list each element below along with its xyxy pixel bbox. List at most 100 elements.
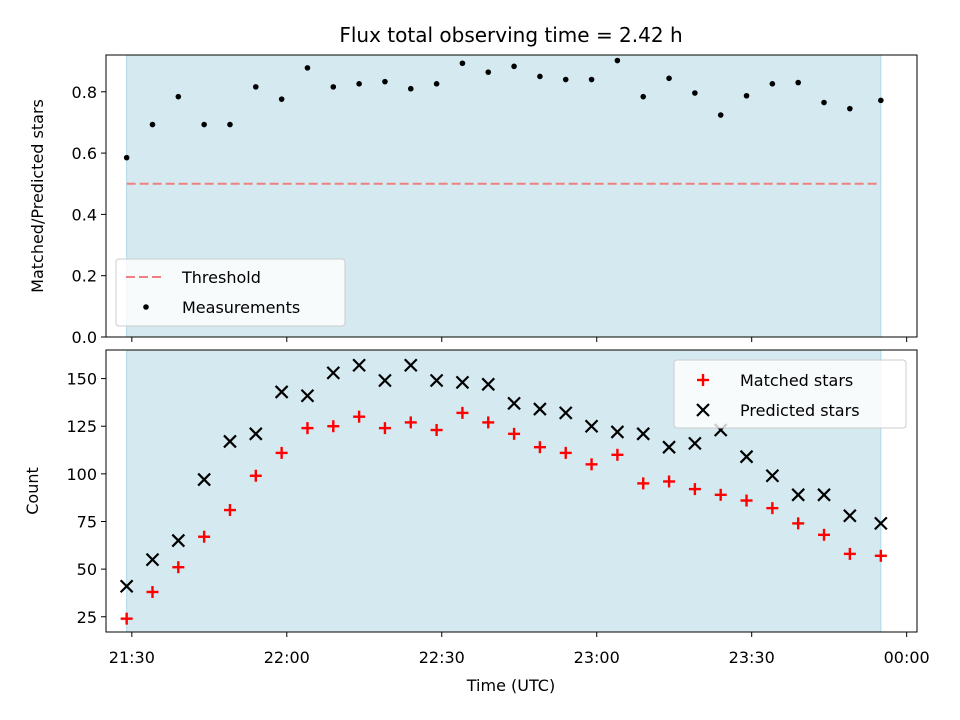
predicted-star-marker: [765, 468, 780, 483]
top-axes-frame: [105, 54, 918, 338]
measurement-point: [795, 79, 801, 86]
measurements-legend-label: Measurements: [182, 298, 300, 317]
measurement-point: [666, 75, 672, 82]
measurement-point: [588, 76, 595, 83]
matched-star-marker: [714, 488, 727, 501]
chart-title: Flux total observing time = 2.42 h: [339, 23, 682, 47]
x-tick-label: 23:00: [574, 648, 620, 667]
predicted-star-marker: [843, 508, 857, 523]
measurement-point: [614, 57, 621, 64]
x-axis-label: Time (UTC): [466, 676, 555, 695]
top-legend-box: [115, 258, 346, 327]
measurement-point: [769, 81, 776, 87]
measurement-point: [878, 97, 884, 104]
y-tick-label: 150: [66, 370, 97, 389]
bottom-x-ticks: 21:30 22:00 22:30 23:00 23:30 00:00: [109, 632, 930, 667]
matched-star-marker: [482, 416, 495, 429]
matched-star-marker: [533, 441, 546, 454]
predicted-star-marker: [223, 434, 237, 449]
bottom-y-ticks: 25 50 75 100 125 150: [66, 370, 106, 627]
matched-star-marker: [585, 458, 598, 471]
x-tick-label: 21:30: [109, 648, 155, 667]
matched-star-marker: [223, 504, 236, 517]
measurement-point: [847, 105, 853, 112]
predicted-star-marker: [352, 358, 366, 373]
measurement-point: [330, 84, 337, 90]
matched-star-marker: [275, 446, 288, 459]
measurement-point: [407, 85, 414, 92]
y-tick-label: 0.8: [72, 83, 97, 102]
matched-star-marker: [818, 528, 831, 541]
matched-star-marker: [688, 483, 701, 496]
measurement-point: [253, 84, 259, 90]
predicted-star-marker: [507, 396, 521, 411]
predicted-stars-legend-label: Predicted stars: [740, 401, 860, 420]
predicted-star-marker: [481, 377, 496, 392]
matched-star-marker: [120, 612, 133, 625]
predicted-star-marker: [874, 516, 888, 531]
predicted-star-marker: [739, 449, 754, 464]
predicted-stars-points: [119, 358, 888, 594]
predicted-star-marker: [791, 488, 805, 502]
top-x-ticks: [131, 337, 908, 342]
measurement-point: [743, 92, 750, 99]
matched-star-marker: [637, 477, 650, 490]
matched-stars-points: [120, 406, 887, 625]
predicted-star-marker: [300, 388, 315, 403]
bottom-y-axis-label: Count: [23, 467, 42, 515]
measurement-point: [433, 81, 440, 87]
predicted-star-marker: [455, 375, 470, 390]
predicted-star-marker: [688, 436, 702, 451]
measurement-point: [640, 93, 647, 100]
x-tick-label: 23:30: [729, 648, 775, 667]
measurement-point: [692, 90, 698, 96]
predicted-star-marker: [403, 358, 418, 373]
bottom-legend-box: [673, 359, 907, 429]
matched-star-marker: [327, 420, 340, 433]
predicted-star-marker: [817, 488, 831, 502]
measurement-point: [278, 96, 285, 102]
measurement-point: [149, 121, 156, 128]
predicted-star-marker: [274, 385, 289, 399]
bottom-panel: 25 50 75 100 125 150 21:30 22:00 22:30 23:00 23:3…: [23, 349, 930, 695]
y-tick-label: 75: [77, 512, 97, 531]
matched-star-marker: [249, 469, 262, 482]
matched-stars-legend-swatch: [697, 374, 709, 386]
y-tick-label: 100: [66, 465, 97, 484]
predicted-star-marker: [171, 533, 186, 548]
bottom-axes-frame: [105, 349, 918, 633]
matched-star-marker: [172, 561, 185, 574]
predicted-star-marker: [636, 427, 651, 441]
bottom-legend: Matched stars Predicted stars: [673, 359, 907, 429]
top-y-axis-label: Matched/Predicted stars: [28, 99, 47, 293]
y-tick-label: 0.0: [72, 328, 97, 347]
measurement-point: [123, 154, 130, 161]
matched-star-marker: [430, 424, 443, 437]
matched-star-marker: [740, 494, 753, 507]
threshold-legend-label: Threshold: [181, 268, 261, 287]
matched-star-marker: [301, 422, 314, 435]
predicted-star-marker: [558, 406, 573, 420]
measurement-point: [717, 112, 724, 118]
matched-star-marker: [663, 475, 676, 488]
measurement-point: [201, 121, 207, 128]
measurements-legend-swatch: [143, 304, 149, 310]
measurement-points: [123, 57, 884, 161]
y-tick-label: 50: [77, 560, 97, 579]
measurement-point: [511, 63, 517, 70]
predicted-star-marker: [326, 366, 341, 380]
x-tick-label: 00:00: [884, 648, 930, 667]
top-panel: 0.00.20.40.60.8 Matched/Predicted stars …: [28, 54, 918, 347]
measurement-point: [537, 73, 543, 80]
y-tick-label: 0.4: [72, 205, 97, 224]
matched-star-marker: [559, 446, 572, 459]
top-legend: Threshold Measurements: [115, 258, 346, 327]
y-tick-label: 0.6: [72, 144, 97, 163]
measurement-point: [227, 121, 233, 128]
predicted-stars-legend-swatch: [696, 403, 710, 417]
y-tick-label: 125: [66, 417, 97, 436]
predicted-star-marker: [610, 425, 625, 439]
x-tick-label: 22:30: [419, 648, 465, 667]
matched-star-marker: [508, 427, 521, 440]
matched-star-marker: [146, 585, 159, 598]
